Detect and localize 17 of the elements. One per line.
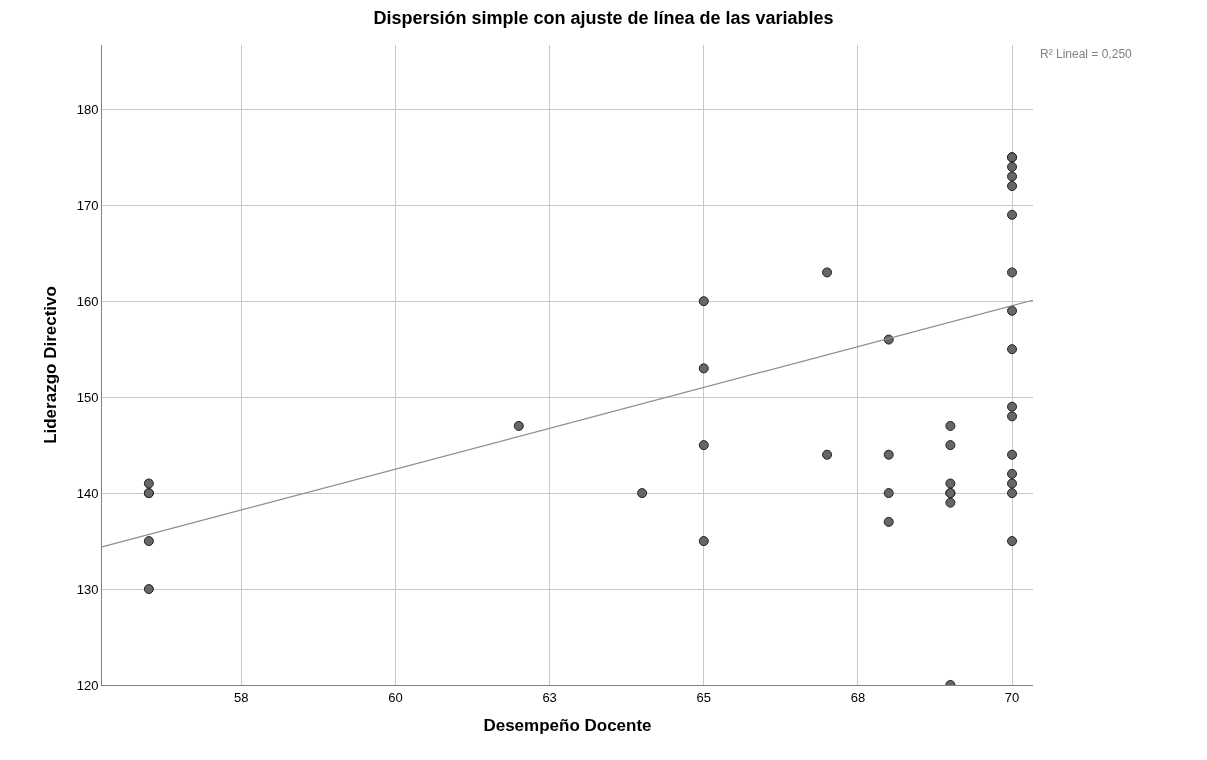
y-tick-label: 130 bbox=[76, 581, 99, 597]
x-tick-label: 65 bbox=[696, 689, 711, 705]
y-tick-label: 160 bbox=[76, 293, 99, 309]
x-tick-label: 70 bbox=[1004, 689, 1020, 705]
x-tick-label: 60 bbox=[388, 689, 403, 705]
x-tick-label: 68 bbox=[850, 689, 866, 705]
y-tick-label: 150 bbox=[76, 389, 99, 405]
x-tick-label: 63 bbox=[542, 689, 557, 705]
x-tick-label: 58 bbox=[234, 689, 249, 705]
y-axis-title: Liderazgo Directivo bbox=[41, 286, 61, 444]
text: R² Lineal = 0,250 bbox=[1040, 47, 1133, 61]
y-tick-label: 170 bbox=[76, 197, 99, 213]
x-axis-title: Desempeño Docente bbox=[483, 716, 652, 735]
chart-title: Dispersión simple con ajuste de línea de las variables bbox=[373, 8, 834, 28]
y-tick-label: 180 bbox=[76, 101, 99, 117]
y-tick-label: 120 bbox=[76, 677, 99, 693]
y-tick-label: 140 bbox=[76, 485, 99, 501]
